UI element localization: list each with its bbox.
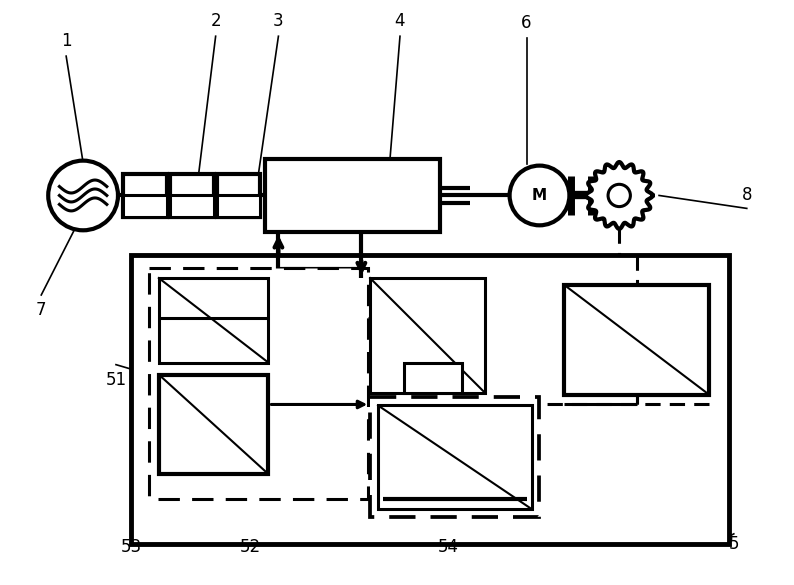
- Bar: [148, 268, 368, 499]
- Text: 7: 7: [36, 301, 47, 319]
- Text: 53: 53: [121, 538, 141, 556]
- Bar: [370, 397, 539, 517]
- Text: 5: 5: [729, 535, 739, 553]
- Bar: [159, 374, 268, 474]
- Text: 54: 54: [437, 538, 458, 556]
- Text: 8: 8: [742, 187, 752, 205]
- Circle shape: [608, 184, 630, 207]
- Text: 3: 3: [273, 12, 283, 30]
- Bar: [159, 278, 268, 363]
- Text: 52: 52: [240, 538, 261, 556]
- Bar: [170, 195, 214, 218]
- Text: 51: 51: [106, 370, 126, 388]
- Bar: [265, 159, 440, 232]
- Text: 1: 1: [61, 32, 71, 50]
- Bar: [565, 285, 709, 394]
- Bar: [217, 195, 260, 218]
- Text: M: M: [532, 188, 547, 203]
- Text: 2: 2: [210, 12, 221, 30]
- Bar: [123, 174, 167, 218]
- Bar: [131, 255, 729, 544]
- Bar: [378, 405, 531, 509]
- Polygon shape: [586, 162, 653, 229]
- Text: 4: 4: [395, 12, 405, 30]
- Text: 6: 6: [522, 14, 532, 32]
- Circle shape: [510, 166, 569, 225]
- Bar: [370, 278, 484, 393]
- Circle shape: [48, 161, 118, 230]
- Bar: [123, 195, 167, 218]
- Bar: [404, 363, 462, 393]
- Bar: [170, 174, 214, 218]
- Bar: [217, 174, 260, 218]
